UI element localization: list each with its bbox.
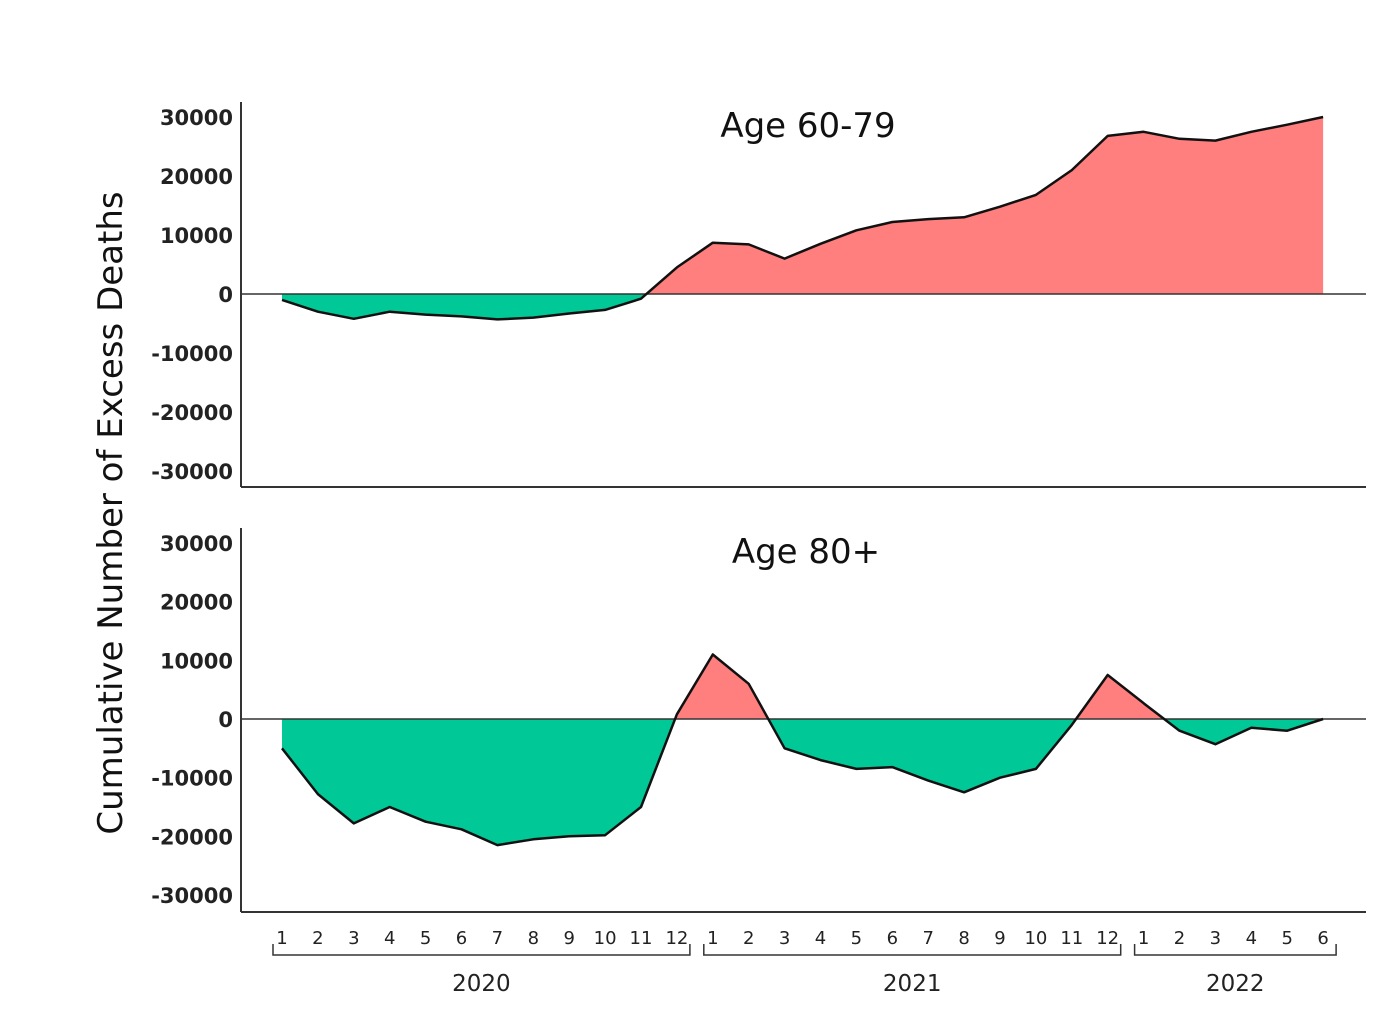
x-tick-label: 8: [958, 928, 969, 949]
year-bracket: [703, 944, 1122, 956]
x-tick-label: 3: [348, 928, 359, 949]
y-tick-label: -30000: [151, 460, 233, 484]
y-tick-label: 0: [218, 708, 233, 732]
x-tick-label: 6: [456, 928, 467, 949]
x-tick-label: 6: [1317, 928, 1328, 949]
x-tick-label: 11: [1060, 928, 1083, 949]
y-tick-label: 20000: [160, 165, 233, 189]
positive-area: [282, 654, 1324, 719]
y-tick-label: -20000: [151, 825, 233, 849]
x-axis: 1 2 3 4 5 6 7 8 9 10 11 12 1 2 3 4 5 6 7 8 9 10 11 12 1 2 3 4 5 62020…: [272, 928, 1337, 997]
x-tick-label: 9: [994, 928, 1005, 949]
y-tick-label: -30000: [151, 884, 233, 908]
x-tick-label: 4: [384, 928, 395, 949]
x-tick-label: 2: [1174, 928, 1185, 949]
x-tick-label: 1: [276, 928, 287, 949]
year-label: 2021: [883, 971, 942, 997]
x-tick-label: 12: [665, 928, 688, 949]
x-tick-label: 2: [312, 928, 323, 949]
year-bracket: [1133, 944, 1337, 956]
x-tick-label: 4: [1246, 928, 1257, 949]
x-tick-label: 1: [1138, 928, 1149, 949]
panel-title: Age 80+: [732, 532, 880, 572]
y-tick-label: 30000: [160, 532, 233, 556]
y-tick-label: -20000: [151, 401, 233, 425]
panel-2: 30000 20000 10000 0 -10000 -20000 -30000 Age 80…: [151, 528, 1366, 913]
negative-area: [282, 719, 1324, 846]
panel-1: 30000 20000 10000 0 -10000 -20000 -30000 Age 60…: [151, 102, 1366, 488]
y-tick-label: 20000: [160, 591, 233, 615]
x-tick-label: 5: [851, 928, 862, 949]
x-tick-label: 7: [922, 928, 933, 949]
x-tick-label: 1: [707, 928, 718, 949]
y-tick-label: 10000: [160, 649, 233, 673]
x-tick-label: 3: [1210, 928, 1221, 949]
x-tick-label: 9: [563, 928, 574, 949]
x-tick-label: 6: [887, 928, 898, 949]
x-tick-label: 11: [630, 928, 653, 949]
x-tick-label: 4: [815, 928, 826, 949]
y-tick-label: 30000: [160, 106, 233, 130]
negative-area: [282, 294, 1324, 320]
series-line: [281, 653, 1324, 847]
x-tick-label: 10: [1024, 928, 1047, 949]
year-label: 2020: [452, 971, 511, 997]
positive-area: [282, 117, 1324, 294]
year-bracket: [272, 944, 691, 956]
x-tick-label: 3: [779, 928, 790, 949]
y-tick-label: 10000: [160, 224, 233, 248]
y-tick-label: 0: [218, 283, 233, 307]
x-tick-label: 5: [1281, 928, 1292, 949]
y-tick-label: -10000: [151, 767, 233, 791]
panel-title: Age 60-79: [720, 106, 895, 146]
x-tick-label: 12: [1096, 928, 1119, 949]
panels: 30000 20000 10000 0 -10000 -20000 -30000 Age 60…: [151, 102, 1366, 913]
y-axis-label: Cumulative Number of Excess Deaths: [91, 191, 131, 834]
y-tick-label: -10000: [151, 342, 233, 366]
year-label: 2022: [1206, 971, 1265, 997]
x-tick-label: 7: [492, 928, 503, 949]
x-tick-label: 8: [528, 928, 539, 949]
series-line: [281, 115, 1324, 321]
x-tick-label: 2: [743, 928, 754, 949]
x-tick-label: 10: [594, 928, 617, 949]
x-tick-label: 5: [420, 928, 431, 949]
